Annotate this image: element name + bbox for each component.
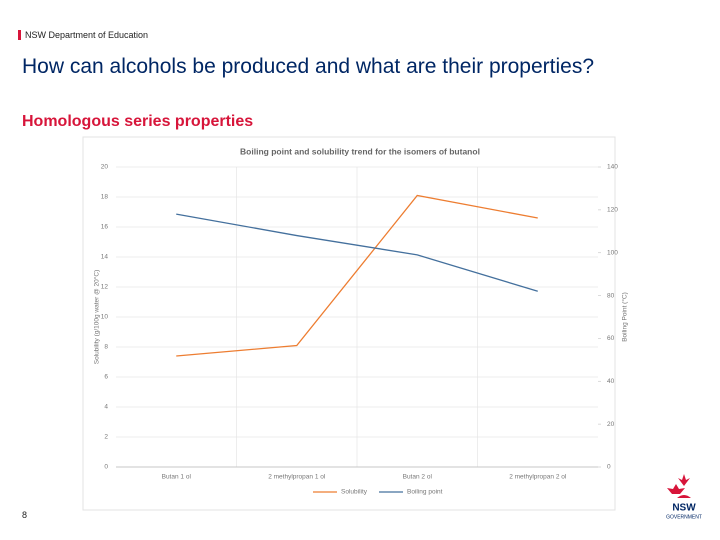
- y-tick-label: 12: [101, 284, 109, 291]
- legend-label: Boiling point: [407, 489, 443, 496]
- logo-sub: GOVERNMENT: [666, 514, 702, 520]
- y2-tick-label: 0: [607, 464, 611, 471]
- y2-tick-label: 60: [607, 335, 615, 342]
- y2-axis-label: Boiling Point (°C): [621, 292, 629, 342]
- x-tick-label: Butan 2 ol: [403, 474, 433, 481]
- chart-title: Boiling point and solubility trend for t…: [240, 146, 480, 156]
- org-name: NSW Department of Education: [18, 30, 148, 40]
- y2-tick-label: 20: [607, 421, 615, 428]
- y2-tick-label: 100: [607, 249, 618, 256]
- logo-flower: [667, 474, 691, 498]
- y-axis-label: Solubility (g/100g water @ 20°C): [93, 270, 101, 364]
- logo: NSW GOVERNMENT: [666, 474, 702, 520]
- y-tick-label: 16: [101, 224, 109, 231]
- y-tick-label: 20: [101, 164, 109, 171]
- y-tick-label: 8: [104, 344, 108, 351]
- x-tick-label: Butan 1 ol: [162, 474, 192, 481]
- y2-tick-label: 80: [607, 292, 615, 299]
- y-tick-label: 0: [104, 464, 108, 471]
- legend-label: Solubility: [341, 489, 368, 496]
- y2-tick-label: 40: [607, 378, 615, 385]
- slide-subtitle: Homologous series properties: [22, 113, 254, 130]
- y2-tick-label: 120: [607, 207, 618, 214]
- x-tick-label: 2 methylpropan 2 ol: [509, 474, 567, 481]
- series-line: [176, 213, 538, 292]
- slide-title: How can alcohols be produced and what ar…: [22, 55, 595, 78]
- y-tick-label: 18: [101, 194, 109, 201]
- page-number: 8: [22, 510, 28, 520]
- y-tick-label: 4: [104, 404, 108, 411]
- logo-name: NSW: [672, 503, 696, 514]
- x-tick-label: 2 methylpropan 1 ol: [268, 474, 326, 481]
- y-tick-label: 14: [101, 254, 109, 261]
- y2-tick-label: 140: [607, 164, 618, 171]
- y-tick-label: 2: [104, 434, 108, 441]
- y-tick-label: 10: [101, 314, 109, 321]
- series-line: [176, 194, 538, 357]
- y-tick-label: 6: [104, 374, 108, 381]
- chart-frame: [82, 136, 616, 511]
